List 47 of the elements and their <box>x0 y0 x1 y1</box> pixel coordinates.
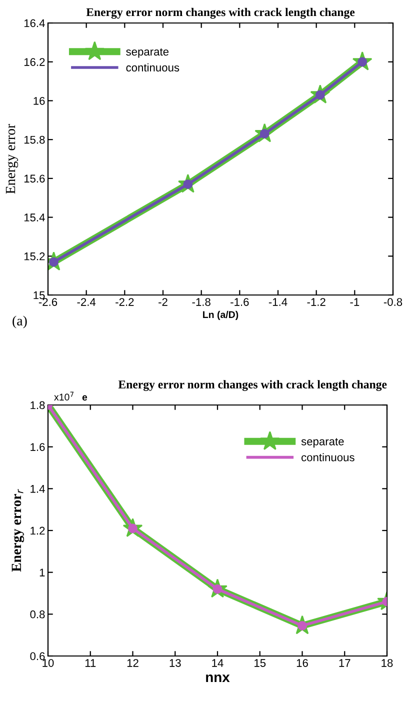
text: e <box>82 395 88 401</box>
legend-label: separate <box>126 48 169 58</box>
x-tick-label: -2.6 <box>38 298 58 306</box>
x-tick-label: -1.8 <box>192 298 210 306</box>
y-tick-label: 15.4 <box>24 214 45 222</box>
y-tick-label: 0.6 <box>30 652 45 660</box>
x-tick-label: -1.4 <box>268 298 288 306</box>
y-tick-label: 15.2 <box>24 252 45 260</box>
x-tick-label: -1.2 <box>307 298 326 306</box>
y-tick-label: 1.8 <box>30 401 45 410</box>
x-axis-title: nnx <box>206 674 230 682</box>
y-tick-label: 15.6 <box>24 174 45 183</box>
x-tick-label: 15 <box>254 659 266 667</box>
y-axis-title: Energy error <box>6 124 18 194</box>
x-tick-label: 14 <box>212 659 224 667</box>
x-axis-title: Ln (a/D) <box>203 310 238 320</box>
legend-label: continuous <box>302 453 354 462</box>
y-axis-title: Energy error$_{r}$ <box>12 489 24 572</box>
x-tick-label: 16 <box>296 659 308 667</box>
y-tick-label: 15.8 <box>24 136 45 144</box>
text: (a) <box>12 316 27 328</box>
legend-label: separate <box>301 438 344 448</box>
y-tick-label: 15 <box>34 291 45 300</box>
y-tick-label: 16 <box>34 96 45 105</box>
y-tick-label: 1.2 <box>30 526 45 535</box>
legend-label: continuous <box>126 63 180 72</box>
x-tick-label: 11 <box>85 659 96 667</box>
y-tick-label: 1 <box>40 568 45 576</box>
x-tick-label: -2.2 <box>116 298 134 306</box>
y-tick-label: 16.2 <box>24 58 45 66</box>
y-tick-label: 16.4 <box>24 19 45 28</box>
x-tick-label: -1.6 <box>230 298 249 306</box>
text: x10$^{7}$ <box>54 392 74 401</box>
chart-title: Energy error norm changes with crack length change <box>118 380 387 391</box>
y-tick-label: 1.4 <box>30 485 45 493</box>
y-tick-label: 1.6 <box>30 443 45 451</box>
x-tick-label: 18 <box>382 659 393 667</box>
x-tick-label: -1 <box>350 298 360 306</box>
x-tick-label: -2.4 <box>77 298 96 306</box>
x-tick-label: -0.8 <box>384 298 402 306</box>
y-tick-label: 0.8 <box>30 610 45 618</box>
x-tick-label: 17 <box>339 659 350 667</box>
x-tick-label: 13 <box>170 659 181 667</box>
chart-title: Energy error norm changes with crack length change <box>86 8 355 19</box>
x-tick-label: 10 <box>42 659 54 667</box>
x-tick-label: -2 <box>158 298 168 306</box>
x-tick-label: 12 <box>127 659 138 667</box>
